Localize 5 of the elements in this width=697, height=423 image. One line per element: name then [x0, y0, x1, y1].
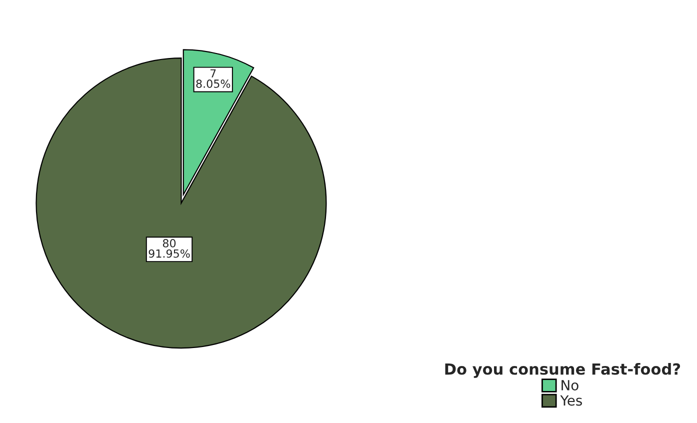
data-label: 7 8.05% [196, 69, 230, 88]
legend-title: Do you consume Fast-food? [445, 362, 680, 378]
data-label: 80 91.95% [148, 239, 190, 258]
legend-label: No [562, 380, 578, 390]
legend-label: Yes [560, 395, 582, 406]
